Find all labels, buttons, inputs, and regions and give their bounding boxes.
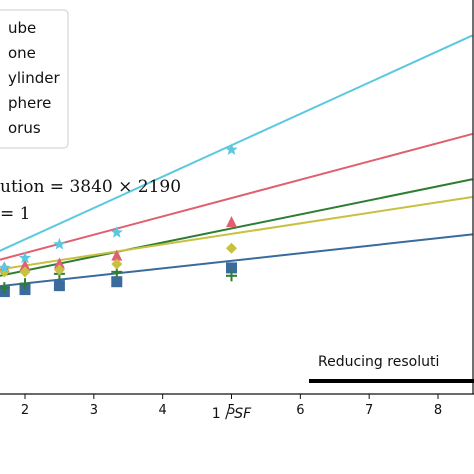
fit-line-4 <box>0 34 473 252</box>
point-star-1 <box>18 251 32 264</box>
x-tick-label-7: 7 <box>365 403 373 418</box>
fit-lines <box>0 34 473 288</box>
point-star-2 <box>53 237 66 250</box>
legend-box <box>0 9 69 149</box>
legend-label-0: ube <box>8 19 36 37</box>
x-tick-label-8: 8 <box>434 403 442 418</box>
point-star-3 <box>110 225 123 238</box>
reducing-resolution-arrow: Reducing resoluti <box>309 354 474 383</box>
annotation-resolution: ution = 3840 × 2190 <box>0 177 181 197</box>
annotations: ution = 3840 × 2190 = 1 <box>0 177 181 224</box>
point-triangle-4 <box>226 216 237 228</box>
point-star-0 <box>0 261 11 274</box>
legend: ube one ylinder phere orus <box>0 9 69 149</box>
fit-line-1 <box>0 132 473 261</box>
reducing-resolution-label: Reducing resoluti <box>318 354 439 370</box>
point-diamond-3 <box>111 258 123 270</box>
point-plus-1 <box>19 278 31 290</box>
x-axis-label: 1 / SF <box>212 406 252 422</box>
point-square-4 <box>226 262 237 274</box>
point-plus-4 <box>226 270 237 282</box>
point-triangle-2 <box>53 257 65 269</box>
x-tick-label-2: 2 <box>21 403 29 418</box>
annotation-value: = 1 <box>0 204 30 224</box>
point-triangle-3 <box>111 249 123 261</box>
legend-label-2: ylinder <box>8 69 60 87</box>
axes: 2 3 4 5 6 7 8 <box>0 0 474 418</box>
legend-label-1: one <box>8 44 36 62</box>
point-diamond-4 <box>226 242 237 254</box>
point-diamond-1 <box>19 266 31 278</box>
x-tick-label-5: 5 <box>227 403 235 418</box>
point-plus-0 <box>0 282 10 294</box>
point-square-2 <box>53 280 65 292</box>
point-square-3 <box>111 276 123 288</box>
point-diamond-2 <box>53 264 65 276</box>
x-tick-label-6: 6 <box>296 403 304 418</box>
point-square-1 <box>19 284 31 296</box>
point-triangle-1 <box>19 259 31 271</box>
legend-label-4: orus <box>8 119 41 137</box>
x-tick-label-3: 3 <box>90 403 98 418</box>
x-tick-label-4: 4 <box>159 403 167 418</box>
point-star-4 <box>225 143 238 155</box>
data-points <box>0 143 238 298</box>
x-ticks: 2 3 4 5 6 7 8 <box>21 394 442 418</box>
legend-label-3: phere <box>8 94 51 112</box>
